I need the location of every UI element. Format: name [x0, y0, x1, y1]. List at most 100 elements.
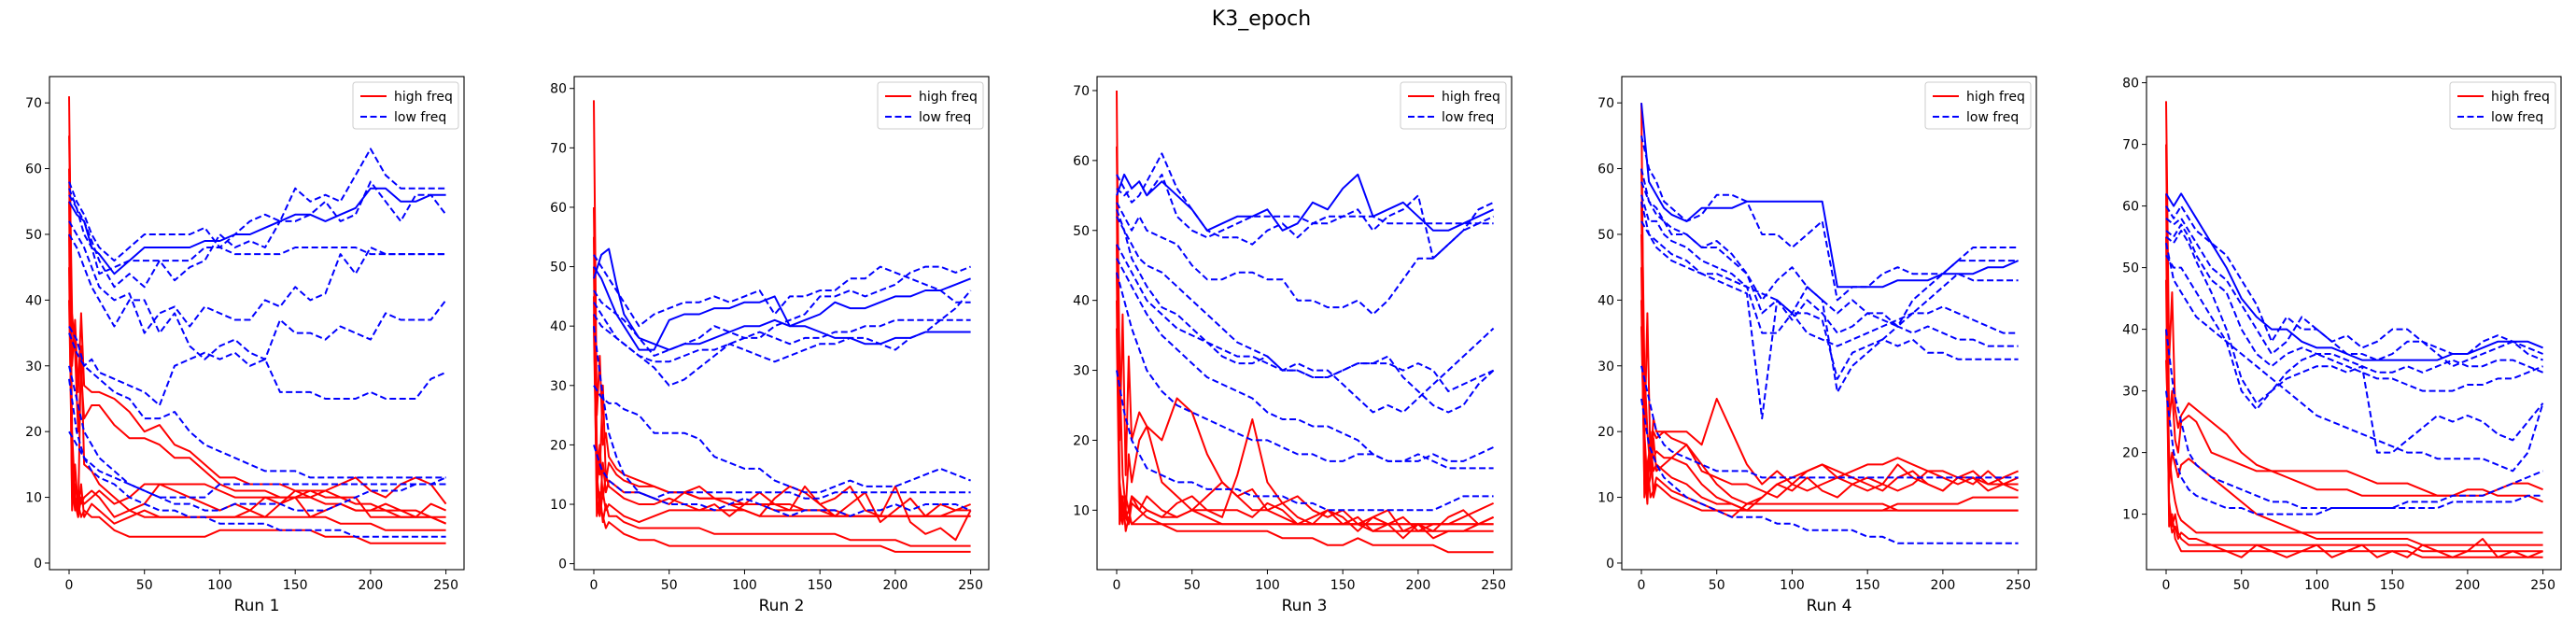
x-tick-label: 250: [2530, 578, 2555, 593]
y-tick-label: 40: [2122, 323, 2139, 338]
axes-frame: [573, 76, 990, 571]
series-line-low-8: [1640, 103, 2020, 289]
series-line-low-12: [1640, 194, 2019, 347]
series-line-low-14: [1116, 244, 1495, 414]
x-tick-label: 100: [2304, 578, 2330, 593]
series-line-low-8: [2165, 192, 2543, 361]
series-line-high-4: [68, 201, 447, 518]
series-line-low-14: [1640, 220, 2019, 380]
y-tick-label: 60: [550, 201, 567, 216]
series-line-low-10: [68, 188, 446, 275]
x-tick-label: 250: [1481, 578, 1506, 593]
axes-frame: [1621, 76, 2037, 571]
subplot-4: 0 50 100 150 200 250 0 10 20 30 40 50 60 70 Run 4 high …: [1598, 76, 2037, 615]
series-line-low-16: [1116, 272, 1495, 462]
x-tick-label: 200: [1406, 578, 1431, 593]
series-line-high-5: [68, 233, 446, 531]
y-tick-label: 50: [1073, 224, 1090, 239]
x-tick-label: 50: [661, 578, 678, 593]
series-line-high-1: [2165, 101, 2543, 497]
x-tick-label: 50: [136, 578, 153, 593]
series-line-high-7: [593, 314, 972, 542]
y-tick-label: 40: [550, 319, 567, 334]
x-tick-label: 200: [359, 578, 384, 593]
y-tick-label: 40: [1598, 293, 1614, 308]
y-tick-label: 40: [1073, 294, 1090, 309]
series-line-low-9: [2165, 205, 2543, 355]
y-tick-label: 60: [1073, 154, 1090, 169]
series-line-high-7: [1116, 328, 1495, 540]
series-line-high-6: [2165, 329, 2543, 558]
y-tick-label: 10: [25, 491, 42, 506]
legend-label-high-freq: high freq: [2491, 90, 2550, 105]
y-tick-label: 70: [2122, 138, 2139, 153]
series-line-low-10: [2165, 217, 2543, 368]
figure-title: K3_epoch: [1212, 7, 1311, 31]
series-line-low-13: [2165, 254, 2544, 454]
series-line-low-8: [593, 266, 971, 351]
series-line-low-15: [593, 445, 971, 517]
x-tick-label: 100: [1255, 578, 1280, 593]
y-tick-label: 10: [1598, 491, 1614, 506]
legend-box: [2449, 81, 2556, 130]
x-tick-label: 200: [2456, 578, 2481, 593]
x-tick-label: 0: [65, 578, 74, 593]
legend: high freq low freq: [1924, 81, 2032, 130]
y-tick-label: 70: [25, 96, 42, 111]
series-line-low-10: [1116, 173, 1495, 239]
series-line-high-4: [593, 266, 971, 553]
y-tick-label: 60: [25, 162, 42, 177]
y-tick-label: 40: [25, 293, 42, 308]
x-tick-label: 0: [1638, 578, 1646, 593]
y-tick-label: 70: [1598, 96, 1614, 111]
x-tick-label: 250: [958, 578, 983, 593]
series-line-low-13: [1116, 208, 1495, 414]
legend-label-low-freq: low freq: [1966, 110, 2019, 125]
series-line-low-8: [68, 187, 446, 275]
series-line-low-9: [593, 247, 971, 351]
legend-label-high-freq: high freq: [919, 90, 978, 105]
x-tick-label: 0: [590, 578, 598, 593]
subplot-5: 0 50 100 150 200 250 10 20 30 40 50 60 70 80 Run 5 high…: [2122, 76, 2562, 615]
x-tick-label: 100: [732, 578, 757, 593]
legend-box: [1924, 81, 2032, 130]
x-tick-label: 0: [1113, 578, 1121, 593]
series-line-low-16: [2165, 329, 2543, 509]
subplot-1: 0 50 100 150 200 250 0 10 20 30 40 50 60 70 Run 1 high …: [25, 76, 465, 615]
series-line-low-16: [68, 430, 446, 538]
series-line-low-10: [1640, 168, 2019, 328]
x-axis-label: Run 2: [759, 597, 805, 615]
y-tick-label: 20: [1073, 433, 1090, 448]
series-line-low-13: [68, 233, 447, 360]
y-tick-label: 10: [2122, 508, 2139, 523]
series-line-low-14: [68, 326, 446, 406]
series-line-low-9: [1640, 135, 2019, 302]
series-line-low-17: [68, 332, 446, 479]
series-line-low-12: [2165, 230, 2543, 404]
axes-frame: [2146, 76, 2562, 571]
series-line-low-14: [593, 385, 971, 494]
series-line-high-7: [2165, 360, 2543, 534]
series-line-low-11: [1640, 181, 2019, 334]
legend-label-high-freq: high freq: [1966, 90, 2025, 105]
x-tick-label: 150: [1330, 578, 1356, 593]
x-axis-label: Run 5: [2331, 597, 2377, 615]
series-line-high-6: [68, 267, 446, 544]
y-tick-label: 30: [1073, 364, 1090, 379]
series-line-high-3: [2165, 193, 2543, 546]
legend: high freq low freq: [352, 81, 459, 130]
y-tick-label: 70: [1073, 84, 1090, 99]
y-tick-label: 50: [25, 228, 42, 243]
y-tick-label: 20: [550, 438, 567, 453]
legend-box: [1400, 81, 1507, 130]
legend-label-low-freq: low freq: [919, 110, 971, 125]
x-tick-label: 100: [207, 578, 232, 593]
x-axis-label: Run 1: [234, 597, 280, 615]
y-tick-label: 0: [34, 557, 42, 572]
axes-frame: [49, 76, 465, 571]
y-tick-label: 80: [2122, 77, 2139, 92]
series-line-low-9: [1116, 152, 1495, 260]
x-tick-label: 150: [2380, 578, 2405, 593]
y-tick-label: 30: [550, 379, 567, 394]
